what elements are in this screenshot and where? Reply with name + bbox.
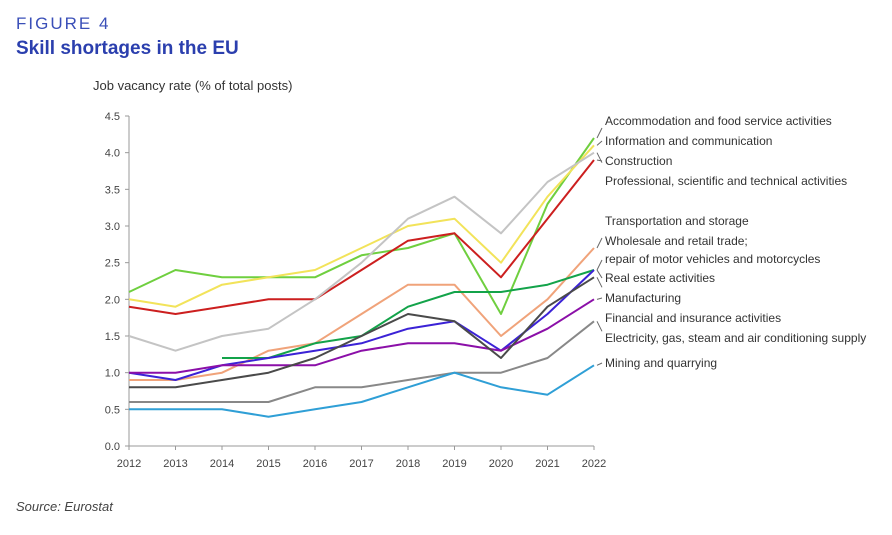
y-tick-label: 3.5: [105, 184, 120, 196]
label-leader: [596, 140, 603, 146]
series-label: repair of motor vehicles and motorcycles: [605, 252, 820, 266]
series-label: Professional, scientific and technical a…: [605, 174, 847, 188]
x-tick-label: 2014: [210, 458, 234, 470]
label-leader: [596, 297, 603, 300]
x-tick-label: 2019: [442, 458, 466, 470]
x-tick-label: 2021: [535, 458, 559, 470]
series-line-7: [129, 298, 595, 374]
series-label: Construction: [605, 154, 672, 168]
label-leader: [596, 152, 603, 163]
x-tick-label: 2018: [396, 458, 420, 470]
y-tick-label: 2.5: [105, 258, 120, 270]
series-line-4: [129, 247, 595, 381]
series-line-6: [128, 269, 595, 381]
series-label: Accommodation and food service activitie…: [605, 114, 832, 128]
y-tick-label: 4.5: [105, 111, 120, 123]
axes: 0.0 0.5 1.0 1.5 2.0 2.5 3.0 3.5 4.0 4.5 2012 2013 20…: [105, 111, 607, 470]
series-label: Information and communication: [605, 134, 772, 148]
series-line-2: [128, 159, 595, 315]
series-labels: Accommodation and food service activitie…: [596, 114, 866, 370]
x-tick-label: 2012: [117, 458, 141, 470]
series-label: Wholesale and retail trade;: [605, 234, 748, 248]
source-note: Source: Eurostat: [16, 499, 113, 514]
y-tick-label: 4.0: [105, 148, 120, 160]
series-line-10: [129, 364, 595, 418]
label-leader: [596, 277, 603, 288]
x-tick-label: 2017: [349, 458, 373, 470]
x-tick-label: 2020: [489, 458, 513, 470]
series-line-3: [128, 151, 595, 352]
label-leader: [596, 259, 603, 271]
label-leader: [596, 321, 603, 332]
series-label: Financial and insurance activities: [605, 311, 781, 325]
series-label: Real estate activities: [605, 271, 715, 285]
label-leader: [596, 362, 603, 366]
y-tick-label: 2.0: [105, 294, 120, 306]
series-label: Electricity, gas, steam and air conditio…: [605, 331, 866, 345]
y-axis-title: Job vacancy rate (% of total posts): [93, 78, 293, 93]
label-leader: [596, 269, 603, 279]
series-label: Transportation and storage: [605, 214, 749, 228]
series-lines: [128, 137, 595, 418]
y-tick-label: 3.0: [105, 221, 120, 233]
x-tick-label: 2016: [303, 458, 327, 470]
x-tick-label: 2022: [582, 458, 606, 470]
x-tick-label: 2013: [163, 458, 187, 470]
label-leader: [596, 127, 603, 139]
series-line-9: [129, 320, 595, 403]
series-label: Manufacturing: [605, 291, 681, 305]
label-leader: [596, 237, 603, 249]
figure-title: Skill shortages in the EU: [16, 38, 239, 59]
series-label: Mining and quarrying: [605, 356, 717, 370]
series-line-8: [129, 276, 595, 389]
y-tick-label: 1.0: [105, 368, 120, 380]
series-line-1: [128, 144, 595, 308]
y-tick-label: 1.5: [105, 331, 120, 343]
series-line-0: [128, 137, 595, 315]
series-line-5: [222, 269, 595, 359]
y-tick-label: 0.5: [105, 404, 120, 416]
y-tick-label: 0.0: [105, 441, 120, 453]
x-tick-label: 2015: [256, 458, 280, 470]
figure-label: FIGURE 4: [16, 14, 111, 33]
